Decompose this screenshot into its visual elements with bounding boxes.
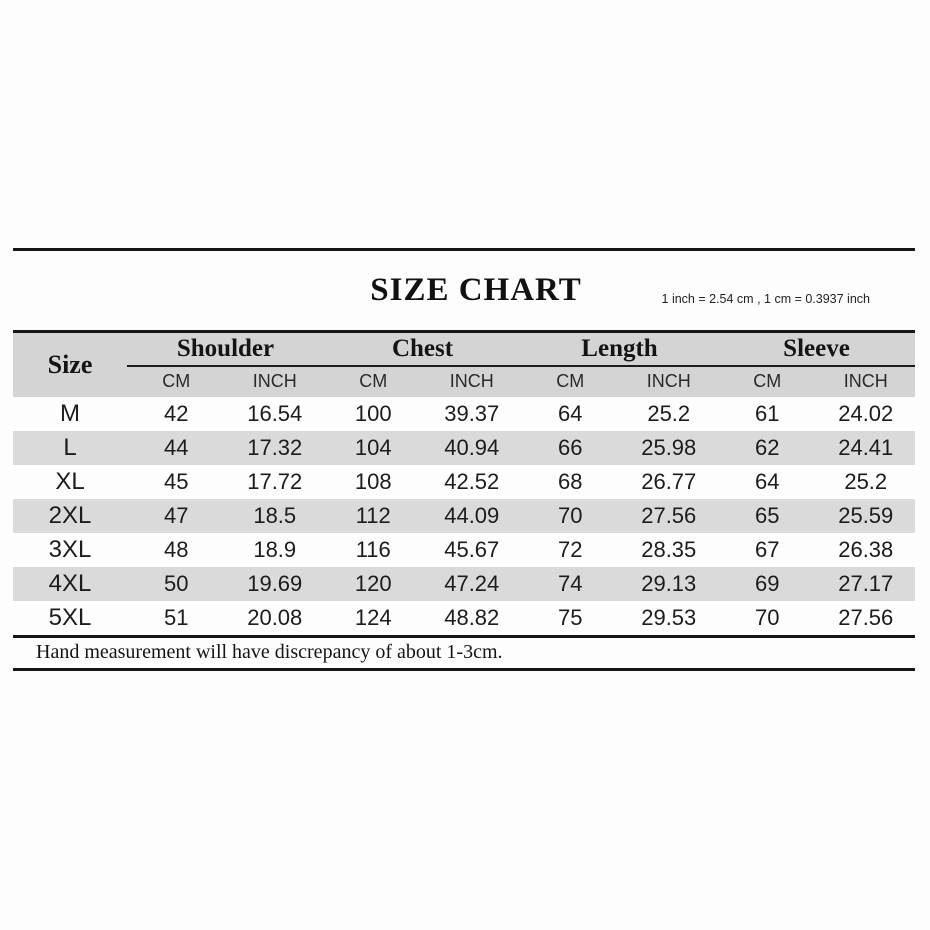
- page-title: SIZE CHART: [370, 272, 582, 308]
- value-cell-shoulder_inch: 16.54: [247, 400, 303, 426]
- unit-header-length-inch: INCH: [619, 365, 718, 397]
- value-cell-sleeve_cm: 64: [755, 468, 780, 494]
- title-area: SIZE CHART 1 inch = 2.54 cm , 1 cm = 0.3…: [13, 251, 915, 330]
- value-cell-length_inch: 27.56: [641, 502, 697, 528]
- group-header-row: Size Shoulder Chest Length Sleeve: [13, 331, 915, 397]
- value-cell-length_cm: 74: [558, 570, 583, 596]
- value-cell-sleeve_cm: 65: [755, 502, 780, 528]
- value-cell-shoulder_cm: 50: [164, 570, 189, 596]
- value-cell-shoulder_inch: 18.9: [253, 536, 297, 562]
- value-cell-chest_cm: 104: [354, 434, 392, 460]
- table-row: XL 45 17.72 108 42.52 68 26.77 64 25.2: [13, 465, 915, 499]
- value-cell-sleeve_inch: 25.59: [838, 502, 894, 528]
- measurement-disclaimer: Hand measurement will have discrepancy o…: [13, 634, 915, 671]
- value-cell-chest_inch: 42.52: [444, 468, 500, 494]
- value-cell-chest_inch: 40.94: [444, 434, 500, 460]
- size-chart-panel: SIZE CHART 1 inch = 2.54 cm , 1 cm = 0.3…: [13, 248, 915, 671]
- value-cell-length_inch: 25.98: [641, 434, 697, 460]
- size-cell: 3XL: [48, 535, 92, 563]
- unit-header-row: CM INCH CM INCH CM INCH CM INCH: [13, 365, 915, 397]
- value-cell-sleeve_cm: 61: [755, 400, 780, 426]
- value-cell-chest_inch: 44.09: [444, 502, 500, 528]
- value-cell-length_cm: 70: [558, 502, 583, 528]
- value-cell-shoulder_inch: 19.69: [247, 570, 303, 596]
- value-cell-chest_inch: 47.24: [444, 570, 500, 596]
- value-cell-chest_cm: 124: [354, 604, 392, 630]
- value-cell-sleeve_inch: 27.56: [838, 604, 894, 630]
- value-cell-length_cm: 66: [558, 434, 583, 460]
- table-header: Size Shoulder Chest Length Sleeve CM INC…: [13, 331, 915, 397]
- value-cell-chest_cm: 100: [354, 400, 392, 426]
- value-cell-shoulder_inch: 17.32: [247, 434, 303, 460]
- unit-header-length-cm: CM: [521, 365, 620, 397]
- value-cell-chest_cm: 112: [355, 502, 391, 528]
- value-cell-length_inch: 25.2: [647, 400, 691, 426]
- value-cell-length_inch: 26.77: [641, 468, 697, 494]
- value-cell-shoulder_cm: 51: [164, 604, 189, 630]
- unit-header-chest-inch: INCH: [422, 365, 521, 397]
- group-header-sleeve: Sleeve: [718, 331, 915, 367]
- value-cell-chest_cm: 116: [355, 536, 391, 562]
- size-cell: XL: [55, 467, 85, 495]
- value-cell-length_cm: 68: [558, 468, 583, 494]
- value-cell-chest_inch: 39.37: [444, 400, 500, 426]
- value-cell-length_cm: 75: [558, 604, 583, 630]
- value-cell-length_inch: 28.35: [641, 536, 697, 562]
- unit-header-shoulder-cm: CM: [127, 365, 226, 397]
- value-cell-length_cm: 64: [558, 400, 583, 426]
- value-cell-sleeve_inch: 27.17: [838, 570, 894, 596]
- value-cell-sleeve_inch: 24.41: [838, 434, 894, 460]
- value-cell-shoulder_cm: 42: [164, 400, 189, 426]
- value-cell-chest_inch: 48.82: [444, 604, 500, 630]
- size-cell: L: [63, 433, 77, 461]
- group-header-length: Length: [521, 331, 718, 367]
- value-cell-length_inch: 29.13: [641, 570, 697, 596]
- value-cell-sleeve_inch: 25.2: [844, 468, 888, 494]
- unit-header-sleeve-cm: CM: [718, 365, 817, 397]
- value-cell-sleeve_inch: 24.02: [838, 400, 894, 426]
- size-column-header: Size: [13, 331, 127, 397]
- value-cell-sleeve_cm: 67: [755, 536, 780, 562]
- value-cell-shoulder_inch: 20.08: [247, 604, 303, 630]
- size-cell: 2XL: [48, 501, 92, 529]
- value-cell-length_inch: 29.53: [641, 604, 697, 630]
- value-cell-shoulder_cm: 45: [164, 468, 189, 494]
- table-row: 5XL 51 20.08 124 48.82 75 29.53 70 27.56: [13, 601, 915, 635]
- size-chart-table: Size Shoulder Chest Length Sleeve CM INC…: [13, 330, 915, 635]
- value-cell-chest_inch: 45.67: [444, 536, 500, 562]
- size-cell: 4XL: [48, 569, 92, 597]
- size-table-body: M 42 16.54 100 39.37 64 25.2 61 24.02 L 44 17.32…: [13, 397, 915, 635]
- size-cell: M: [60, 399, 80, 427]
- table-row: 2XL 47 18.5 112 44.09 70 27.56 65 25.59: [13, 498, 915, 533]
- size-cell: 5XL: [48, 603, 92, 631]
- value-cell-length_cm: 72: [558, 536, 583, 562]
- table-row: L 44 17.32 104 40.94 66 25.98 62 24.41: [13, 430, 915, 465]
- unit-header-shoulder-inch: INCH: [225, 365, 324, 397]
- table-row: 4XL 50 19.69 120 47.24 74 29.13 69 27.17: [13, 566, 915, 601]
- value-cell-shoulder_cm: 47: [164, 502, 189, 528]
- unit-header-sleeve-inch: INCH: [816, 365, 915, 397]
- unit-conversion-note: 1 inch = 2.54 cm , 1 cm = 0.3937 inch: [661, 292, 870, 306]
- unit-header-chest-cm: CM: [324, 365, 423, 397]
- value-cell-shoulder_cm: 44: [164, 434, 189, 460]
- table-row: M 42 16.54 100 39.37 64 25.2 61 24.02: [13, 397, 915, 431]
- value-cell-chest_cm: 120: [354, 570, 392, 596]
- value-cell-sleeve_cm: 69: [755, 570, 780, 596]
- value-cell-shoulder_cm: 48: [164, 536, 189, 562]
- group-header-chest: Chest: [324, 331, 521, 367]
- value-cell-sleeve_inch: 26.38: [838, 536, 894, 562]
- value-cell-chest_cm: 108: [354, 468, 392, 494]
- value-cell-shoulder_inch: 18.5: [253, 502, 297, 528]
- value-cell-sleeve_cm: 70: [755, 604, 780, 630]
- value-cell-sleeve_cm: 62: [755, 434, 780, 460]
- top-rule: [13, 248, 915, 251]
- table-row: 3XL 48 18.9 116 45.67 72 28.35 67 26.38: [13, 533, 915, 567]
- group-header-shoulder: Shoulder: [127, 331, 324, 367]
- value-cell-shoulder_inch: 17.72: [247, 468, 303, 494]
